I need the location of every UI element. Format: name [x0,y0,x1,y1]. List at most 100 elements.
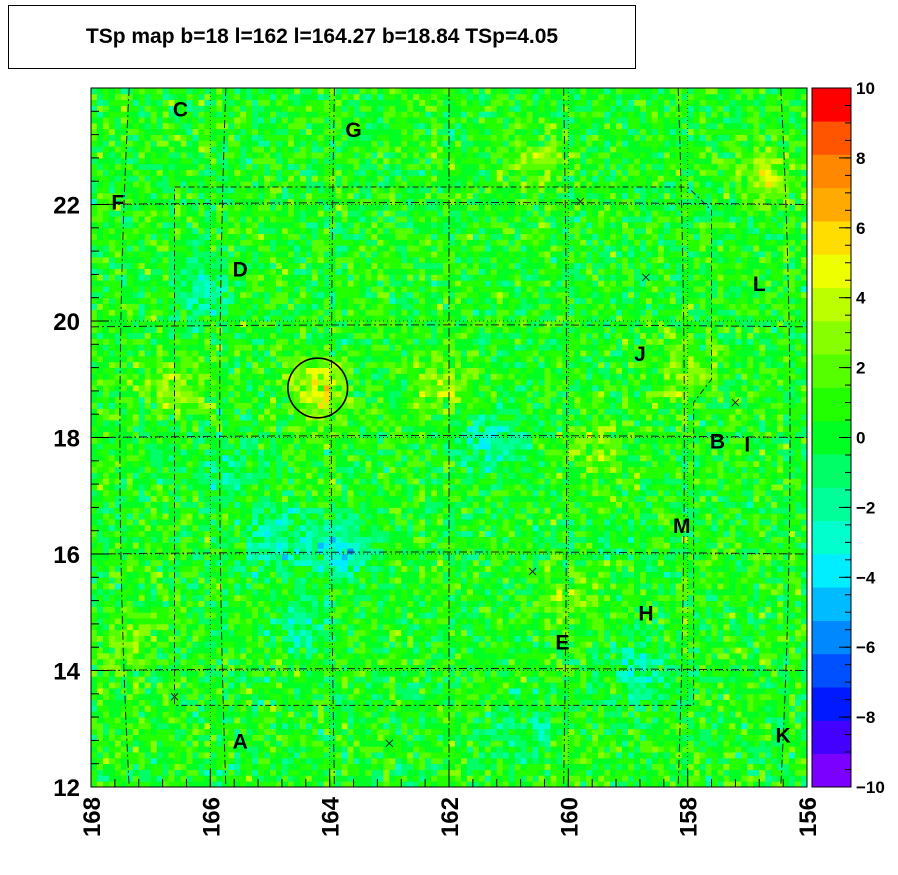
heatmap-cell [460,583,468,590]
heatmap-cell [526,548,533,555]
heatmap-cell [413,612,420,619]
heatmap-cell [293,682,301,689]
heatmap-cell [795,606,802,613]
heatmap-cell [162,728,169,735]
heatmap-cell [419,769,426,776]
heatmap-cell [681,559,689,567]
heatmap-cell [747,635,754,642]
heatmap-cell [108,717,116,724]
heatmap-cell [532,554,539,561]
heatmap-cell [96,618,104,625]
heatmap-cell [329,594,337,601]
heatmap-cell [580,629,587,636]
heatmap-cell [657,554,665,561]
heatmap-cell [413,734,420,741]
heatmap-cell [777,717,784,724]
heatmap-cell [496,606,504,613]
heatmap-cell [639,548,647,555]
heatmap-cell [460,757,468,765]
heatmap-cell [132,746,140,753]
heatmap-cell [395,711,402,718]
heatmap-cell [192,693,199,701]
heatmap-cell [496,740,504,747]
heatmap-cell [705,606,712,613]
heatmap-cell [795,728,802,735]
heatmap-cell [508,752,516,759]
heatmap-cell [347,769,354,776]
heatmap-cell [377,600,384,607]
heatmap-cell [598,728,605,735]
heatmap-cell [681,588,689,596]
heatmap-cell [663,769,671,776]
heatmap-cell [759,606,766,613]
heatmap-cell [663,600,671,607]
heatmap-cell [705,571,712,578]
heatmap-cell [216,757,223,765]
heatmap-cell [717,641,724,648]
heatmap-cell [795,571,802,578]
heatmap-cell [699,769,706,776]
heatmap-cell [568,752,575,759]
heatmap-cell [204,658,211,666]
heatmap-cell [377,699,384,706]
heatmap-cell [663,752,671,759]
heatmap-cell [114,775,122,782]
heatmap-cell [777,746,784,753]
heatmap-cell [228,635,235,642]
heatmap-cell [741,769,748,776]
heatmap-cell [460,682,468,689]
heatmap-cell [532,658,539,666]
heatmap-cell [651,757,659,765]
heatmap-cell [329,629,337,636]
heatmap-cell [568,693,575,701]
heatmap-cell [568,757,575,765]
heatmap-cell [454,682,462,689]
heatmap-cell [246,687,253,695]
heatmap-cell [681,571,689,578]
heatmap-cell [472,670,480,677]
heatmap-cell [454,757,462,765]
heatmap-cell [747,629,754,636]
heatmap-cell [675,705,683,712]
heatmap-cell [246,752,253,759]
heatmap-cell [407,664,414,671]
heatmap-cell [311,565,319,572]
heatmap-cell [449,559,456,567]
heatmap-cell [460,763,468,770]
heatmap-cell [234,559,241,567]
heatmap-cell [532,612,539,619]
heatmap-cell [604,641,611,648]
heatmap-cell [669,722,677,730]
heatmap-cell [186,612,193,619]
heatmap-cell [240,583,247,590]
heatmap-cell [132,740,140,747]
heatmap-cell [514,740,521,747]
heatmap-cell [234,734,241,741]
heatmap-cell [311,641,319,648]
heatmap-cell [562,588,569,596]
heatmap-cell [120,577,128,584]
heatmap-cell [317,717,325,724]
heatmap-cell [705,565,712,572]
heatmap-cell [425,670,432,677]
heatmap-cell [287,565,295,572]
heatmap-cell [478,623,486,631]
heatmap-cell [568,618,575,625]
heatmap-cell [562,769,569,776]
heatmap-cell [801,705,807,712]
heatmap-cell [305,577,313,584]
heatmap-cell [675,693,683,701]
heatmap-cell [192,548,199,555]
heatmap-cell [150,606,158,613]
heatmap-cell [449,542,456,549]
heatmap-cell [162,717,169,724]
heatmap-cell [556,647,563,654]
heatmap-cell [108,687,116,695]
heatmap-cell [258,606,265,613]
heatmap-cell [610,565,617,572]
heatmap-cell [717,670,724,677]
heatmap-cell [443,653,450,660]
heatmap-cell [240,693,247,701]
heatmap-cell [466,635,474,642]
heatmap-cell [729,699,736,706]
